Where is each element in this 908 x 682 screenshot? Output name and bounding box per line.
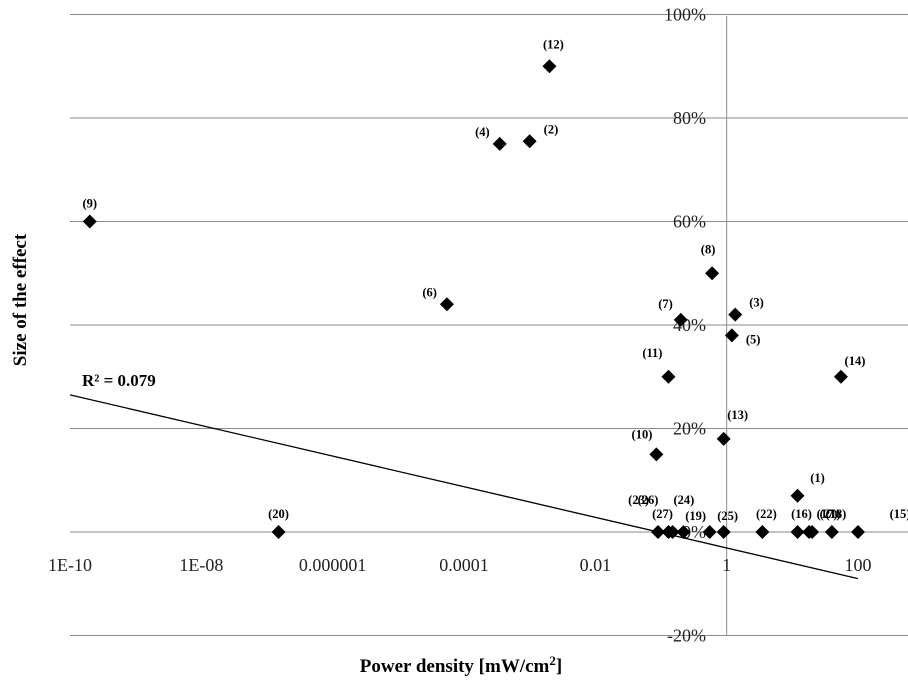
point-label: (12) (543, 37, 564, 51)
point-label: (27) (652, 507, 673, 521)
point-label: (5) (746, 332, 761, 346)
data-point (650, 525, 665, 539)
point-label: (3) (749, 296, 764, 310)
point-label: (11) (642, 346, 662, 360)
data-point (82, 214, 97, 229)
data-point (676, 525, 691, 539)
data-point (522, 134, 537, 149)
point-label: (14) (845, 354, 866, 368)
data-point (673, 312, 688, 327)
point-label: (17) (817, 507, 838, 521)
data-point (702, 525, 717, 539)
trendline (69, 394, 859, 580)
data-point (705, 266, 720, 281)
data-point (790, 488, 805, 503)
data-point (439, 297, 454, 312)
point-label: (23) (628, 493, 649, 507)
x-tick-labels: 1E-10 1E-08 0.000001 0.0001 0.01 1 100 (48, 555, 872, 575)
point-label: (24) (673, 493, 694, 507)
point-label: (6) (422, 285, 437, 299)
trendline-group: R² = 0.079 (69, 371, 859, 580)
x-axis-label-main: Power density [mW/cm (360, 656, 550, 677)
y-tick-label: 0% (682, 522, 706, 542)
point-labels: (1) (2) (3) (4) (5) (6) (7) (8) (9) (10) (11) (12) (… (82, 37, 908, 523)
data-point (724, 328, 739, 343)
point-label: (4) (475, 125, 490, 139)
data-point (728, 307, 743, 322)
data-points (82, 59, 865, 539)
data-point (716, 431, 731, 446)
point-label: (2) (544, 122, 559, 136)
point-label: (19) (685, 509, 706, 523)
data-point (805, 525, 820, 539)
point-label: (1) (810, 471, 825, 485)
data-point (833, 369, 848, 384)
point-label: (15) (890, 507, 908, 521)
point-label: (9) (82, 197, 97, 211)
y-tick-label: 100% (664, 5, 706, 25)
r-squared-label: R² = 0.079 (82, 371, 156, 390)
data-point (755, 525, 770, 539)
point-label: (25) (717, 509, 738, 523)
data-point (790, 525, 805, 539)
point-label: (16) (791, 507, 812, 521)
x-tick-label: 1E-10 (48, 555, 92, 575)
x-tick-label: 1E-08 (179, 555, 223, 575)
x-tick-label: 0.0001 (439, 555, 489, 575)
point-label: (20) (268, 507, 289, 521)
data-point (542, 59, 557, 74)
data-point (824, 525, 839, 539)
point-label: (10) (632, 427, 653, 441)
y-tick-label: 20% (673, 419, 706, 439)
y-tick-label: 80% (673, 108, 706, 128)
x-tick-label: 100 (845, 555, 872, 575)
y-axis-label: Size of the effect (10, 233, 31, 366)
x-axis-label: Power density [mW/cm2] (360, 653, 562, 678)
axes (70, 16, 908, 636)
point-label: (18) (825, 507, 846, 521)
point-label: (8) (701, 242, 716, 256)
point-label: (26) (638, 493, 659, 507)
y-tick-label: -20% (667, 626, 706, 646)
point-label: (21) (820, 507, 841, 521)
point-label: (7) (658, 297, 673, 311)
x-tick-label: 0.000001 (299, 555, 367, 575)
point-label: (13) (727, 408, 748, 422)
x-axis-label-end: ] (556, 656, 562, 677)
data-point (661, 369, 676, 384)
data-point (492, 136, 507, 151)
x-tick-label: 1 (722, 555, 731, 575)
data-point (665, 525, 680, 539)
data-point (271, 525, 286, 539)
data-point (851, 525, 865, 539)
y-tick-label: 60% (673, 212, 706, 232)
x-axis-label-sup: 2 (549, 653, 556, 668)
point-label: (22) (756, 507, 777, 521)
data-point (649, 447, 664, 462)
x-tick-label: 0.01 (580, 555, 612, 575)
gridlines (70, 14, 908, 636)
data-point (716, 525, 731, 539)
